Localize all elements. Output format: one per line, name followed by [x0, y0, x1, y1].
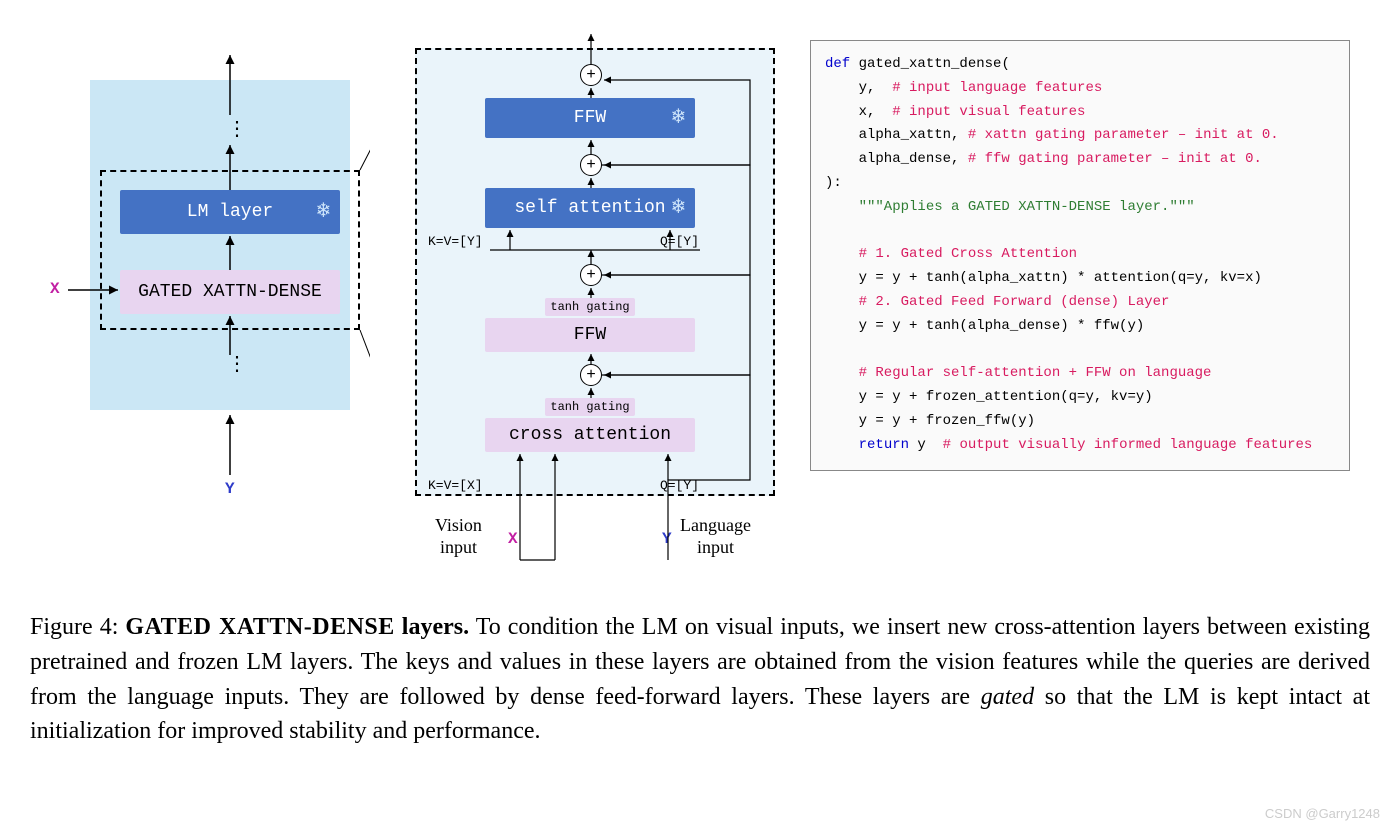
code-box: def gated_xattn_dense( y, # input langua… — [810, 40, 1350, 471]
lm-layer-block: LM layer ❄ — [120, 190, 340, 234]
self-attention-block: self attention ❄ — [485, 188, 695, 228]
caption-title-suffix: layers. — [395, 614, 469, 640]
figure-caption: Figure 4: GATED XATTN-DENSE layers. To c… — [30, 610, 1370, 749]
cross-attention-block: cross attention — [485, 418, 695, 452]
y-input: Y — [662, 530, 672, 548]
x-label: X — [50, 280, 60, 298]
tanh-gate-2: tanh gating — [545, 398, 635, 416]
x-input: X — [508, 530, 518, 548]
tanh-gate-1: tanh gating — [545, 298, 635, 316]
gated-xattn-block: GATED XATTN-DENSE — [120, 270, 340, 314]
kv-x-label: K=V=[X] — [428, 478, 483, 493]
plus-icon: + — [580, 264, 602, 286]
lm-layer-label: LM layer — [187, 202, 273, 222]
ffw-top-label: FFW — [574, 108, 606, 128]
plus-icon: + — [580, 154, 602, 176]
caption-gated: gated — [981, 684, 1034, 710]
figure-row: LM layer ❄ GATED XATTN-DENSE X Y ⋮ — [20, 20, 1380, 580]
self-attention-label: self attention — [514, 198, 665, 218]
cross-attention-label: cross attention — [509, 425, 671, 445]
code-panel: def gated_xattn_dense( y, # input langua… — [810, 40, 1350, 471]
vision-input-label: Vision input — [435, 515, 482, 558]
q-y-label: Q=[Y] — [660, 234, 699, 249]
snowflake-icon: ❄ — [672, 104, 685, 130]
snowflake-icon: ❄ — [317, 198, 330, 224]
plus-icon: + — [580, 64, 602, 86]
language-input-label: Language input — [680, 515, 751, 558]
ffw-gated-label: FFW — [574, 325, 606, 345]
watermark: CSDN @Garry1248 — [1265, 806, 1380, 821]
gated-xattn-label: GATED XATTN-DENSE — [138, 282, 322, 302]
y-label: Y — [225, 480, 235, 498]
plus-icon: + — [580, 364, 602, 386]
snowflake-icon: ❄ — [672, 194, 685, 220]
q-y2-label: Q=[Y] — [660, 478, 699, 493]
kv-y-label: K=V=[Y] — [428, 234, 483, 249]
ffw-top-block: FFW ❄ — [485, 98, 695, 138]
figure-number: Figure 4: — [30, 614, 125, 640]
left-diagram: LM layer ❄ GATED XATTN-DENSE X Y ⋮ — [20, 20, 370, 520]
ffw-gated-block: FFW — [485, 318, 695, 352]
center-diagram: FFW ❄ self attention ❄ tanh gating FFW t… — [380, 20, 800, 580]
caption-title: GATED XATTN-DENSE — [125, 614, 394, 640]
